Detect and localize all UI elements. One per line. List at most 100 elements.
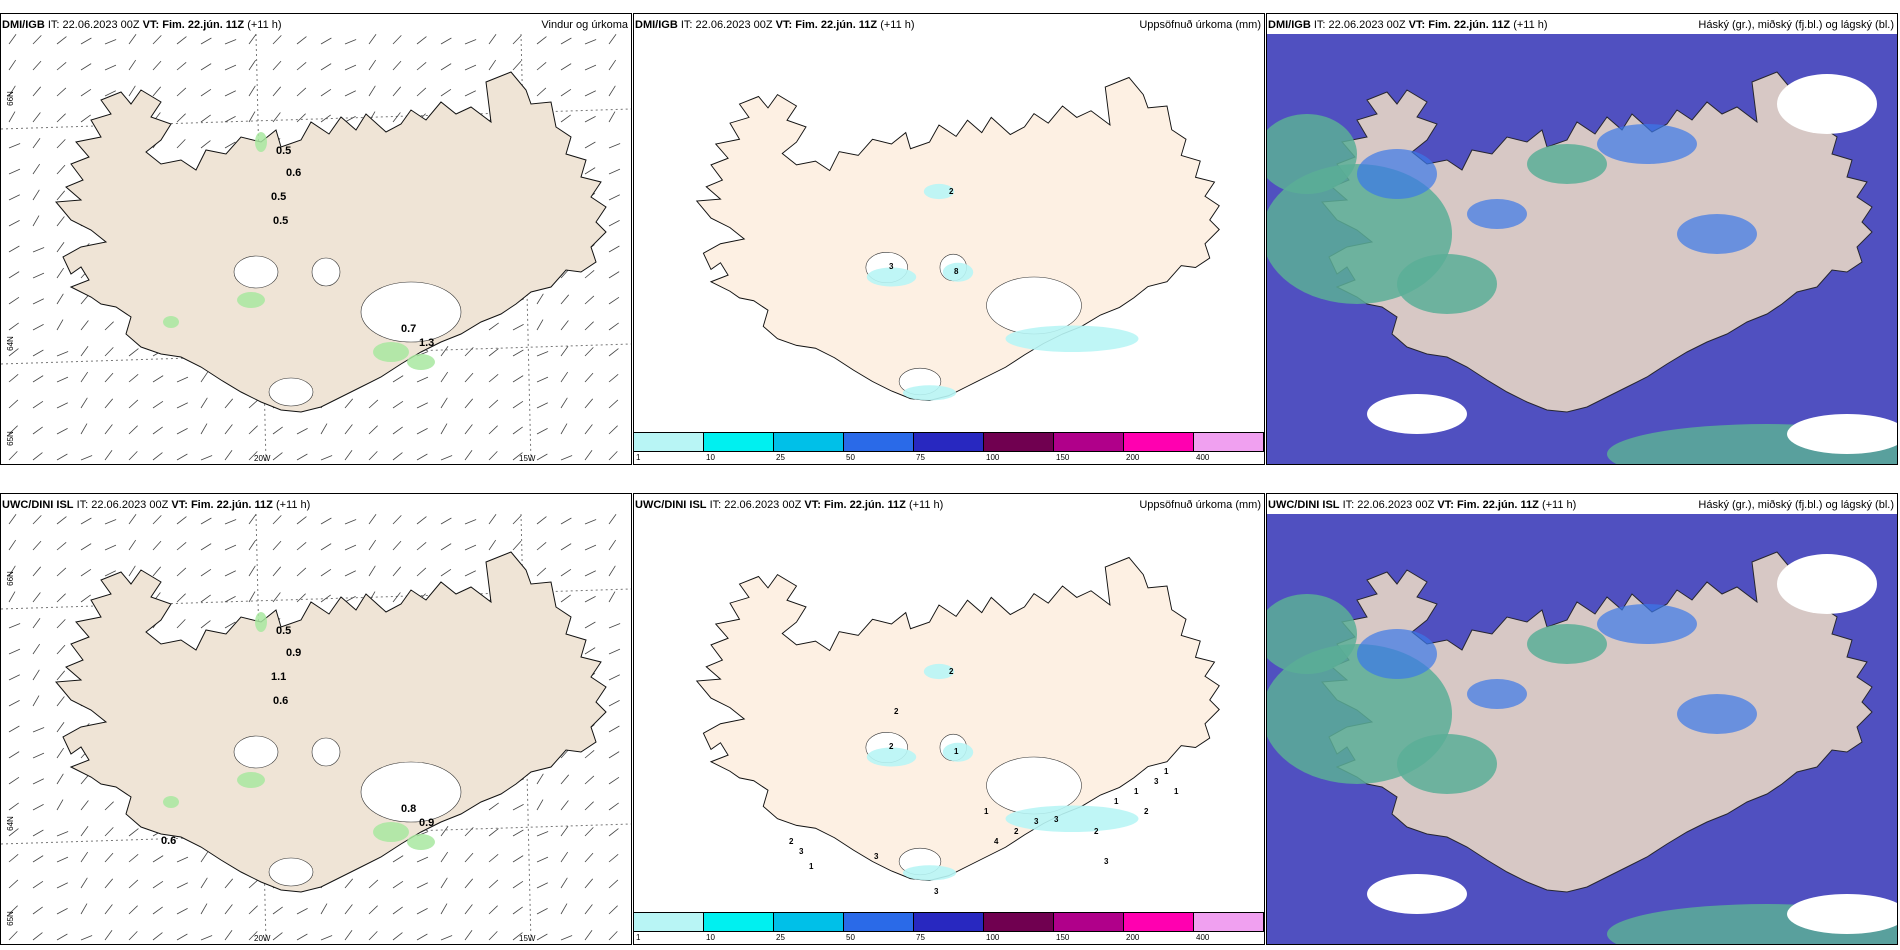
wind-barb bbox=[8, 802, 19, 811]
wind-barb bbox=[320, 594, 331, 603]
wind-barb bbox=[608, 451, 618, 461]
precip-area bbox=[407, 834, 435, 850]
model-name: UWC/DINI ISL bbox=[2, 499, 74, 511]
wind-barb bbox=[104, 372, 114, 383]
colorbar-swatch bbox=[1194, 433, 1264, 451]
wind-barb bbox=[536, 516, 547, 525]
wind-barb bbox=[200, 594, 211, 603]
wind-barb bbox=[8, 514, 17, 525]
wind-barb bbox=[56, 242, 65, 253]
wind-barb bbox=[416, 87, 427, 97]
wind-barb bbox=[512, 829, 524, 837]
wind-barb bbox=[464, 544, 477, 551]
wind-barb bbox=[560, 877, 568, 889]
wind-barb bbox=[8, 623, 21, 629]
wind-barb bbox=[152, 35, 162, 45]
wind-barb bbox=[152, 880, 164, 889]
wind-barb bbox=[608, 905, 618, 915]
wind-barb bbox=[416, 61, 427, 71]
wind-barb bbox=[128, 514, 137, 525]
colorbar-tick: 50 bbox=[846, 933, 855, 942]
wind-barb bbox=[224, 424, 233, 435]
wind-barb bbox=[536, 799, 544, 811]
cloud-low-area bbox=[1597, 604, 1697, 644]
wind-barb bbox=[272, 60, 282, 71]
model-name: DMI/IGB bbox=[635, 19, 678, 31]
wind-barb bbox=[32, 375, 44, 383]
wind-barb bbox=[464, 64, 477, 71]
wind-barb bbox=[608, 514, 617, 525]
wind-barb bbox=[128, 34, 137, 45]
wind-barb bbox=[488, 931, 498, 941]
init-time: 22.06.2023 00Z bbox=[695, 19, 773, 31]
wind-barb bbox=[296, 908, 308, 915]
wind-barb bbox=[8, 245, 20, 253]
panel-header: DMI/IGB IT: 22.06.2023 00Z VT: Fim. 22.j… bbox=[1267, 14, 1897, 36]
wind-barb bbox=[80, 877, 88, 889]
clear-sky-area bbox=[1787, 894, 1897, 934]
lat-label: 66N bbox=[5, 91, 15, 106]
wind-barb bbox=[8, 85, 16, 97]
cloud-high-area bbox=[1397, 734, 1497, 794]
wind-barb bbox=[368, 85, 376, 97]
wind-barb bbox=[296, 87, 307, 97]
wind-barb bbox=[512, 880, 524, 889]
precip-area bbox=[237, 772, 265, 788]
wind-barb bbox=[512, 324, 524, 331]
wind-barb bbox=[56, 908, 68, 915]
wind-barb bbox=[464, 39, 477, 45]
wind-barb bbox=[320, 37, 332, 45]
wind-barb bbox=[512, 400, 524, 409]
wind-barb bbox=[464, 852, 474, 863]
precip-area bbox=[373, 822, 409, 842]
wind-barb bbox=[344, 90, 356, 97]
wind-barb bbox=[176, 933, 188, 941]
wind-barb bbox=[176, 376, 189, 383]
colorbar-tick: 10 bbox=[706, 933, 715, 942]
it-label: IT: bbox=[709, 499, 722, 511]
wind-barb bbox=[608, 623, 621, 629]
wind-barb bbox=[176, 567, 187, 577]
wind-barb bbox=[80, 423, 88, 435]
colorbar-tick: 10 bbox=[706, 453, 715, 462]
colorbar bbox=[634, 432, 1264, 452]
wind-barb bbox=[296, 933, 308, 941]
wind-barb bbox=[488, 514, 497, 525]
wind-barb bbox=[56, 619, 66, 629]
wind-barb bbox=[128, 348, 139, 357]
cloud-high-area bbox=[1527, 624, 1607, 664]
wind-barb bbox=[464, 90, 476, 97]
wind-barb bbox=[56, 139, 66, 149]
panel-meta: DMI/IGB IT: 22.06.2023 00Z VT: Fim. 22.j… bbox=[1268, 19, 1548, 31]
colorbar-swatch bbox=[774, 913, 844, 931]
wind-barb bbox=[56, 799, 64, 811]
wind-barb bbox=[488, 425, 498, 435]
wind-barb bbox=[560, 397, 568, 409]
wind-barb bbox=[104, 827, 114, 837]
wind-barb bbox=[584, 621, 596, 629]
wind-barb bbox=[320, 63, 332, 71]
wind-barb bbox=[320, 423, 328, 435]
wind-barb bbox=[152, 375, 164, 383]
wind-barb bbox=[584, 930, 593, 941]
colorbar-tick: 400 bbox=[1196, 453, 1210, 462]
wind-barb bbox=[272, 592, 281, 603]
wind-barb bbox=[32, 906, 43, 915]
value-label: 3 bbox=[1104, 857, 1109, 866]
wind-barb bbox=[560, 320, 569, 331]
panel-cloud-uwc: UWC/DINI ISL IT: 22.06.2023 00Z VT: Fim.… bbox=[1266, 493, 1898, 945]
wind-barb bbox=[464, 570, 476, 577]
wind-barb bbox=[8, 700, 20, 707]
glacier bbox=[268, 857, 314, 887]
lon-label: 20W bbox=[254, 934, 271, 943]
wind-barb bbox=[32, 566, 42, 577]
wind-barb bbox=[176, 61, 187, 71]
colorbar-tick: 150 bbox=[1056, 453, 1070, 462]
panel-title: Háský (gr.), miðský (fj.bl.) og lágský (… bbox=[1698, 19, 1894, 31]
wind-barb bbox=[8, 348, 19, 357]
clear-sky-area bbox=[1787, 414, 1897, 454]
colorbar-tick: 25 bbox=[776, 453, 785, 462]
panel-precip-dmi: DMI/IGB IT: 22.06.2023 00Z VT: Fim. 22.j… bbox=[633, 13, 1265, 465]
colorbar-swatch bbox=[1124, 433, 1194, 451]
wind-barb bbox=[8, 296, 20, 305]
